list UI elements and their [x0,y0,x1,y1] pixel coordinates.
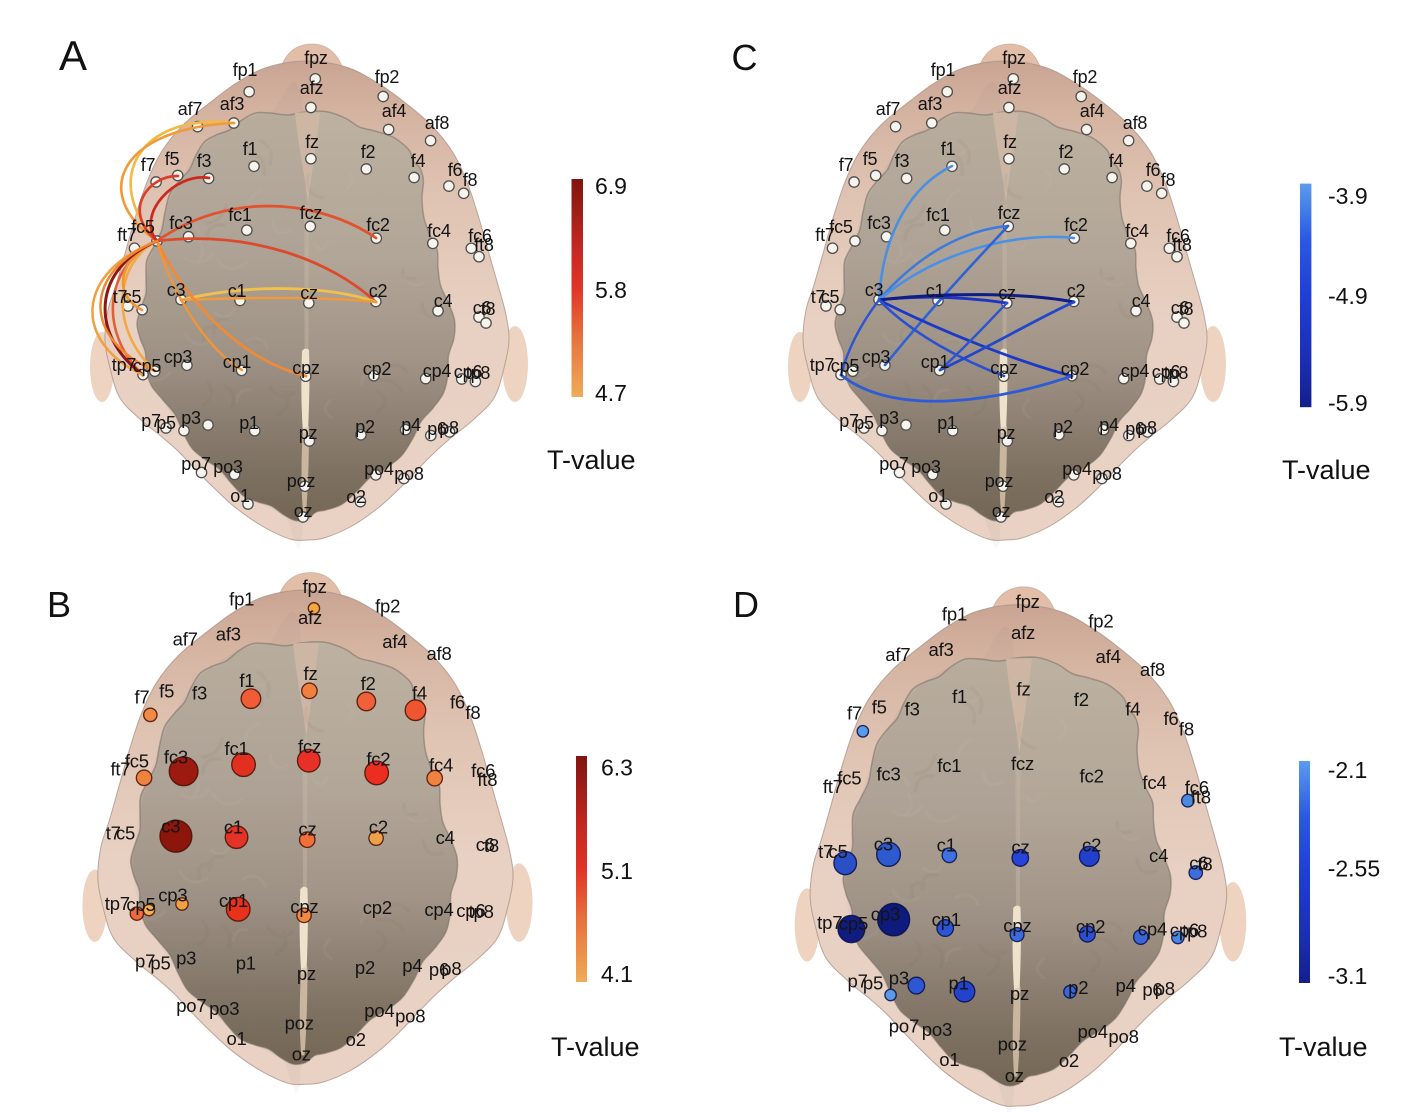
svg-text:-3.9: -3.9 [1328,183,1368,209]
svg-text:4.1: 4.1 [601,961,633,987]
svg-text:T-value: T-value [1279,1032,1368,1062]
svg-text:C: C [732,37,758,78]
svg-text:-4.9: -4.9 [1328,283,1368,309]
svg-text:T-value: T-value [1282,455,1371,485]
svg-text:-3.1: -3.1 [1328,963,1368,989]
svg-text:A: A [59,32,87,79]
svg-text:5.8: 5.8 [595,277,627,303]
svg-text:T-value: T-value [551,1032,640,1062]
svg-text:6.3: 6.3 [601,755,633,781]
svg-text:4.7: 4.7 [595,380,627,406]
svg-text:5.1: 5.1 [601,858,633,884]
svg-text:-2.1: -2.1 [1328,757,1368,783]
svg-text:B: B [47,584,71,625]
svg-text:D: D [733,584,759,625]
svg-text:-5.9: -5.9 [1328,390,1368,416]
svg-text:T-value: T-value [547,445,636,475]
svg-text:-2.55: -2.55 [1328,856,1380,882]
svg-text:6.9: 6.9 [595,173,627,199]
